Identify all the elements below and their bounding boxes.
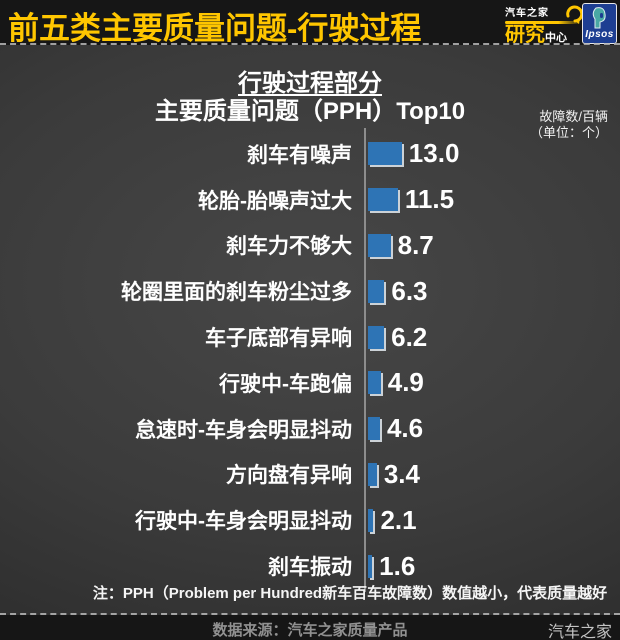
bar-row: 刹车有噪声 13.0 <box>0 131 620 177</box>
bar-label: 刹车振动 <box>268 556 352 580</box>
bar-row: 行驶中-车身会明显抖动 2.1 <box>0 497 620 543</box>
bar <box>368 371 381 395</box>
bar-value: 4.9 <box>387 367 424 398</box>
watermark: 汽车之家 <box>547 624 612 640</box>
bar-row: 刹车振动 1.6 <box>0 543 620 589</box>
bar <box>368 233 391 257</box>
header: 前五类主要质量问题-行驶过程 汽车之家 研究中心 Ipsos <box>0 0 620 46</box>
bar-label: 行驶中-车跑偏 <box>219 372 352 396</box>
chart-title-line2: 主要质量问题（PPH）Top10 <box>154 98 466 125</box>
bar-row: 怠速时-车身会明显抖动 4.6 <box>0 406 620 452</box>
bar-value: 8.7 <box>397 229 434 260</box>
ipsos-label: Ipsos <box>585 29 614 40</box>
chart-title: 行驶过程部分 主要质量问题（PPH）Top10 <box>0 70 620 126</box>
bar <box>368 554 373 578</box>
unit-note-line2: （单位：个） <box>529 125 608 140</box>
chart-area: 行驶过程部分 主要质量问题（PPH）Top10 故障数/百辆 （单位：个） 刹车… <box>0 45 620 615</box>
bar-label: 轮圈里面的刹车粉尘过多 <box>121 281 352 305</box>
bar-value: 4.6 <box>386 413 424 444</box>
research-label: 研究 <box>505 24 545 46</box>
axis-line <box>364 128 366 592</box>
bar-label: 行驶中-车身会明显抖动 <box>135 510 352 534</box>
unit-note: 故障数/百辆 （单位：个） <box>530 109 608 141</box>
bar-value: 6.3 <box>391 275 428 306</box>
bar-label: 刹车力不够大 <box>226 235 352 259</box>
data-source: 数据来源：汽车之家质量产品 <box>212 622 408 639</box>
bar <box>368 279 385 303</box>
bar-label: 方向盘有异响 <box>226 464 352 488</box>
swoosh-underline <box>505 21 581 24</box>
bar-label: 车子底部有异响 <box>205 327 352 351</box>
bar <box>368 142 402 166</box>
swoosh-circle-icon <box>566 5 584 24</box>
bar-value: 13.0 <box>408 138 460 169</box>
bar-row: 刹车力不够大 8.7 <box>0 223 620 269</box>
bar-row: 行驶中-车跑偏 4.9 <box>0 360 620 406</box>
bar-value: 3.4 <box>383 458 420 489</box>
bar-value: 2.1 <box>380 504 417 535</box>
bar <box>368 188 398 212</box>
bar-value: 11.5 <box>404 184 455 215</box>
bar <box>368 417 380 441</box>
footer: 数据来源：汽车之家质量产品 汽车之家 <box>0 615 620 640</box>
bar-value: 1.6 <box>379 550 416 581</box>
bar-label: 轮胎-胎噪声过大 <box>198 189 352 213</box>
bar-label: 刹车有噪声 <box>247 143 352 167</box>
footnote: 注：PPH（Problem per Hundred新车百车故障数）数值越小，代表… <box>92 585 608 602</box>
ipsos-figure-icon <box>592 7 606 29</box>
bar-row: 方向盘有异响 3.4 <box>0 452 620 498</box>
bar-row: 车子底部有异响 6.2 <box>0 314 620 360</box>
autohome-logo-text: 汽车之家 <box>505 8 549 19</box>
autohome-research-logo: 汽车之家 研究中心 <box>505 4 584 45</box>
unit-note-line1: 故障数/百辆 <box>539 109 608 124</box>
ipsos-logo: Ipsos <box>582 3 617 44</box>
footer-divider <box>0 613 620 615</box>
bar <box>368 462 377 486</box>
header-divider <box>0 43 620 45</box>
center-label: 中心 <box>545 32 567 44</box>
bar-row: 轮圈里面的刹车粉尘过多 6.3 <box>0 268 620 314</box>
plot-rows: 刹车有噪声 13.0 轮胎-胎噪声过大 11.5 刹车力不够大 8.7 轮圈里面的刹车粉尘过… <box>0 131 620 589</box>
bar <box>368 325 385 349</box>
bar-label: 怠速时-车身会明显抖动 <box>135 418 352 442</box>
bar-value: 6.2 <box>391 321 428 352</box>
bar-row: 轮胎-胎噪声过大 11.5 <box>0 177 620 223</box>
bar <box>368 508 374 532</box>
chart-title-line1: 行驶过程部分 <box>238 70 382 97</box>
page-title: 前五类主要质量问题-行驶过程 <box>8 11 422 46</box>
plot: 刹车有噪声 13.0 轮胎-胎噪声过大 11.5 刹车力不够大 8.7 轮圈里面的刹车粉尘过… <box>0 128 620 592</box>
